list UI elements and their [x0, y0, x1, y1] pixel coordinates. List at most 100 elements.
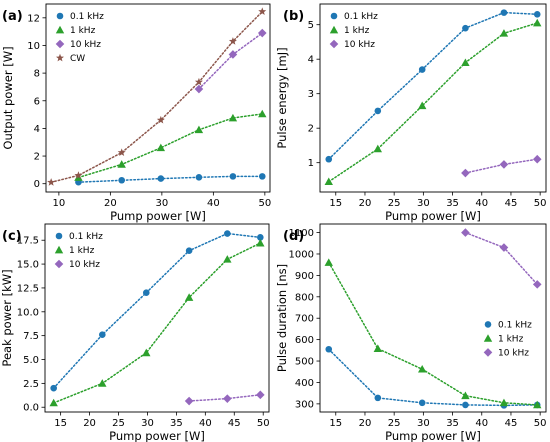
data-point [374, 394, 382, 402]
data-point [99, 331, 106, 339]
legend-label: 10 kHz [69, 260, 100, 270]
y-tick-label: 1100 [289, 228, 314, 239]
y-tick-label: 4 [34, 124, 40, 135]
legend-label: 10 kHz [344, 40, 375, 50]
data-point [533, 18, 542, 27]
y-axis-label: Output power [W] [1, 46, 15, 149]
series-line [328, 261, 538, 406]
data-point [258, 173, 266, 180]
data-point [418, 399, 426, 407]
series-0-1-khz [325, 9, 541, 163]
data-point [47, 178, 56, 186]
data-point [194, 84, 204, 94]
legend-marker [329, 39, 339, 49]
legend-marker [330, 12, 338, 20]
axes-frame [45, 3, 271, 193]
data-point [229, 173, 237, 180]
y-axis-label: Pulse energy [mJ] [275, 47, 289, 148]
data-point [223, 255, 232, 263]
axes-frame [319, 3, 547, 193]
data-point [228, 113, 238, 122]
data-point [499, 243, 509, 252]
data-point [500, 9, 508, 16]
x-tick-label: 15 [329, 418, 342, 429]
series-1-khz [324, 18, 542, 186]
data-point [499, 29, 509, 37]
data-point [325, 345, 333, 353]
series-line [50, 10, 264, 184]
axes-frame [319, 223, 547, 413]
legend-marker [483, 348, 493, 357]
y-tick-label: 500 [295, 357, 314, 368]
x-tick-label: 20 [104, 198, 117, 209]
series-line [77, 113, 264, 179]
y-tick-label: 1 [308, 158, 314, 169]
x-axis-label: Pump power [W] [385, 209, 481, 223]
y-tick-label: 17.5 [17, 236, 39, 247]
y-tick-label: 2 [308, 124, 314, 135]
legend-marker [56, 53, 64, 62]
data-point [462, 401, 469, 409]
legend-marker [55, 25, 65, 34]
data-point [185, 247, 193, 255]
x-tick-label: 30 [417, 418, 430, 429]
data-point [532, 154, 542, 164]
data-point [417, 101, 427, 110]
legend-label: 0.1 kHz [70, 12, 104, 22]
legend-marker [55, 232, 63, 240]
data-point [499, 398, 509, 407]
data-point [228, 50, 238, 59]
data-point [74, 171, 83, 179]
data-point [461, 391, 470, 400]
y-axis-label: Pulse duration [ns] [275, 264, 289, 372]
legend-label: 10 kHz [498, 348, 529, 358]
x-tick-label: 25 [112, 418, 125, 429]
y-tick-label: 3 [308, 89, 314, 100]
legend-marker [56, 12, 64, 20]
y-tick-label: 300 [295, 399, 314, 410]
legend-marker [54, 259, 64, 269]
data-point [223, 394, 232, 403]
series-line [328, 348, 538, 407]
x-tick-label: 25 [388, 418, 401, 429]
panel-label: (c) [2, 229, 22, 244]
legend-marker [54, 245, 64, 254]
data-point [256, 390, 265, 400]
y-tick-label: 2.5 [23, 379, 39, 390]
data-point [194, 125, 204, 134]
legend-marker [55, 39, 65, 49]
y-tick-label: 1000 [289, 249, 314, 260]
panel-label: (a) [2, 9, 23, 24]
y-tick-label: 8 [34, 69, 40, 80]
series-cw [47, 7, 267, 186]
data-point [325, 155, 333, 163]
data-point [461, 168, 470, 178]
series-line [328, 22, 538, 183]
y-tick-label: 5.0 [23, 355, 39, 366]
y-tick-label: 400 [295, 378, 314, 389]
legend: 0.1 kHz 1 kHz 10 kHz [483, 320, 532, 358]
x-tick-label: 35 [170, 418, 183, 429]
y-tick-label: 700 [295, 314, 314, 325]
data-point [184, 293, 194, 301]
x-tick-label: 15 [329, 198, 342, 209]
legend-label: 0.1 kHz [498, 320, 532, 330]
legend: 0.1 kHz 1 kHz 10 kHz CW [55, 12, 104, 64]
data-point [533, 400, 542, 409]
x-tick-label: 35 [446, 418, 459, 429]
y-axis-label: Peak power [kW] [0, 269, 14, 366]
y-tick-label: 10.0 [17, 307, 39, 318]
data-point [462, 24, 469, 32]
data-point [499, 160, 509, 169]
x-axis-label: Pump power [W] [110, 209, 206, 223]
x-tick-label: 20 [83, 418, 96, 429]
legend-label: 0.1 kHz [69, 232, 103, 242]
series-line [52, 232, 262, 389]
series-10-khz [184, 390, 265, 406]
x-tick-label: 45 [505, 198, 518, 209]
y-tick-label: 0.0 [23, 403, 39, 414]
data-point [258, 109, 267, 118]
y-tick-label: 800 [295, 292, 314, 303]
series-line [464, 158, 538, 174]
